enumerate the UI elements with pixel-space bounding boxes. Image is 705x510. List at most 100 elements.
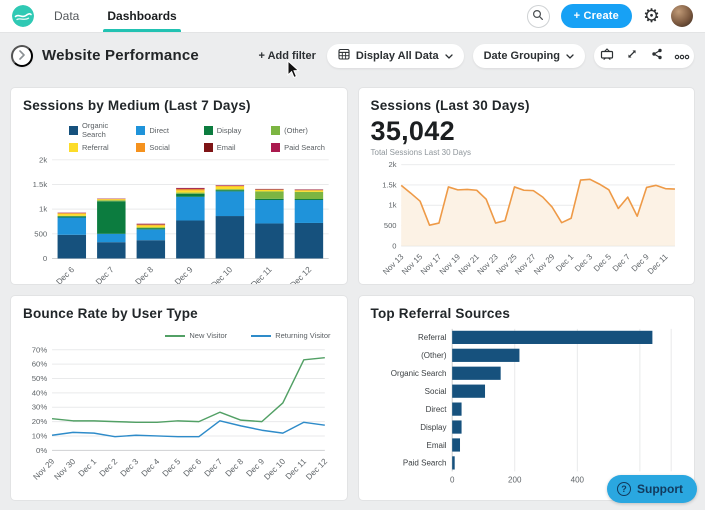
more-options-button[interactable] [669, 44, 694, 68]
legend-line-swatch [165, 335, 185, 337]
display-data-dropdown[interactable]: Display All Data [327, 44, 464, 68]
svg-text:50%: 50% [32, 374, 48, 383]
top-navbar: Data Dashboards + Create ⚙ [0, 0, 705, 33]
legend-label: Referral [82, 143, 109, 152]
legend-swatch [69, 126, 78, 135]
svg-text:20%: 20% [32, 417, 48, 426]
svg-text:30%: 30% [32, 403, 48, 412]
legend-sessions-by-medium: Organic Search Direct Display (Other) Re… [69, 121, 335, 152]
legend-label: (Other) [284, 126, 308, 135]
legend-label: Display [217, 126, 242, 135]
svg-text:Direct: Direct [425, 405, 447, 414]
svg-text:0: 0 [392, 241, 396, 250]
svg-text:70%: 70% [32, 345, 48, 354]
dashboard-titlebar: Website Performance + Add filter Display… [0, 33, 705, 78]
app-logo-icon[interactable] [12, 5, 34, 27]
widget-sessions-30-days[interactable]: Sessions (Last 30 Days) 35,042 Total Ses… [358, 87, 696, 285]
date-grouping-dropdown[interactable]: Date Grouping [473, 44, 585, 68]
tab-dashboards[interactable]: Dashboards [105, 0, 178, 32]
svg-text:400: 400 [570, 476, 584, 485]
chevron-down-icon [566, 50, 574, 62]
widget-bounce-rate[interactable]: Bounce Rate by User Type New Visitor Ret… [10, 295, 348, 501]
svg-text:Nov 30: Nov 30 [53, 457, 78, 482]
svg-text:Dec 1: Dec 1 [554, 252, 576, 274]
legend-label: Paid Search [284, 143, 325, 152]
svg-text:0: 0 [449, 476, 454, 485]
collapse-sidebar-button[interactable] [11, 45, 33, 67]
add-filter-button[interactable]: + Add filter [257, 46, 318, 66]
legend-swatch [271, 143, 280, 152]
expand-arrows-icon [626, 47, 638, 65]
widget-title: Sessions by Medium (Last 7 Days) [23, 98, 335, 113]
svg-text:Paid Search: Paid Search [402, 459, 446, 468]
legend-label: Social [149, 143, 169, 152]
svg-text:2k: 2k [388, 160, 396, 169]
svg-text:60%: 60% [32, 360, 48, 369]
legend-swatch [204, 143, 213, 152]
big-number: 35,042 [371, 116, 683, 147]
svg-text:1.5k: 1.5k [33, 180, 48, 189]
svg-text:Nov 29: Nov 29 [532, 252, 557, 277]
svg-text:Dec 7: Dec 7 [203, 457, 225, 479]
user-avatar[interactable] [671, 5, 693, 27]
svg-text:Dec 11: Dec 11 [249, 265, 274, 285]
svg-text:Dec 9: Dec 9 [173, 265, 195, 285]
svg-text:2k: 2k [39, 155, 47, 164]
svg-text:Dec 8: Dec 8 [224, 457, 246, 479]
legend-swatch [204, 126, 213, 135]
send-to-tv-button[interactable] [594, 44, 619, 68]
chevron-right-icon [18, 48, 26, 63]
svg-text:Dec 6: Dec 6 [55, 265, 77, 285]
search-icon [532, 9, 544, 24]
svg-text:Dec 11: Dec 11 [645, 252, 669, 276]
svg-text:0%: 0% [36, 446, 47, 455]
svg-text:0: 0 [43, 254, 47, 263]
dashboard-grid: Sessions by Medium (Last 7 Days) Organic… [0, 78, 705, 510]
svg-text:Dec 5: Dec 5 [591, 252, 613, 274]
calendar-icon [338, 48, 350, 63]
stacked-bar-chart: 05001k1.5k2kDec 6Dec 7Dec 8Dec 9Dec 10De… [23, 154, 335, 285]
svg-text:Dec 11: Dec 11 [284, 457, 309, 482]
dashboard-actions-group [594, 44, 694, 68]
svg-text:500: 500 [383, 221, 396, 230]
horizontal-bar-chart: 0200400600Referral(Other)Organic SearchS… [371, 327, 683, 489]
tab-data[interactable]: Data [52, 0, 81, 32]
svg-text:Dec 10: Dec 10 [209, 265, 234, 285]
legend-swatch [69, 143, 78, 152]
svg-text:Dec 7: Dec 7 [94, 265, 116, 285]
legend-label: Organic Search [82, 121, 132, 139]
svg-text:Email: Email [426, 441, 446, 450]
fullscreen-button[interactable] [619, 44, 644, 68]
widget-top-referral-sources[interactable]: Top Referral Sources 0200400600Referral(… [358, 295, 696, 501]
share-button[interactable] [644, 44, 669, 68]
widget-title: Sessions (Last 30 Days) [371, 98, 683, 113]
widget-sessions-by-medium[interactable]: Sessions by Medium (Last 7 Days) Organic… [10, 87, 348, 285]
big-number-subtitle: Total Sessions Last 30 Days [371, 148, 683, 157]
search-button[interactable] [527, 5, 550, 28]
svg-text:Dec 6: Dec 6 [182, 457, 204, 479]
svg-text:1k: 1k [388, 201, 396, 210]
widget-title: Bounce Rate by User Type [23, 306, 335, 321]
support-label: Support [637, 482, 683, 496]
svg-text:Referral: Referral [418, 333, 447, 342]
svg-text:Dec 10: Dec 10 [262, 457, 287, 482]
legend-swatch [136, 126, 145, 135]
primary-nav: Data Dashboards [52, 0, 179, 32]
svg-text:Dec 12: Dec 12 [288, 265, 313, 285]
svg-text:200: 200 [508, 476, 522, 485]
support-button[interactable]: ? Support [607, 475, 697, 503]
svg-text:Dec 8: Dec 8 [134, 265, 156, 285]
svg-text:(Other): (Other) [421, 351, 447, 360]
settings-gear-icon[interactable]: ⚙ [643, 7, 660, 26]
tv-icon [600, 47, 614, 65]
svg-text:Dec 3: Dec 3 [573, 252, 595, 274]
legend-bounce-rate: New Visitor Returning Visitor [23, 331, 331, 340]
svg-text:1.5k: 1.5k [382, 180, 396, 189]
legend-line-swatch [251, 335, 271, 337]
page-title: Website Performance [42, 47, 199, 64]
svg-text:10%: 10% [32, 431, 48, 440]
legend-label: Returning Visitor [275, 331, 330, 340]
create-button[interactable]: + Create [561, 4, 632, 28]
line-chart: 0%10%20%30%40%50%60%70%Nov 29Nov 30Dec 1… [23, 342, 335, 492]
svg-text:Social: Social [424, 387, 446, 396]
